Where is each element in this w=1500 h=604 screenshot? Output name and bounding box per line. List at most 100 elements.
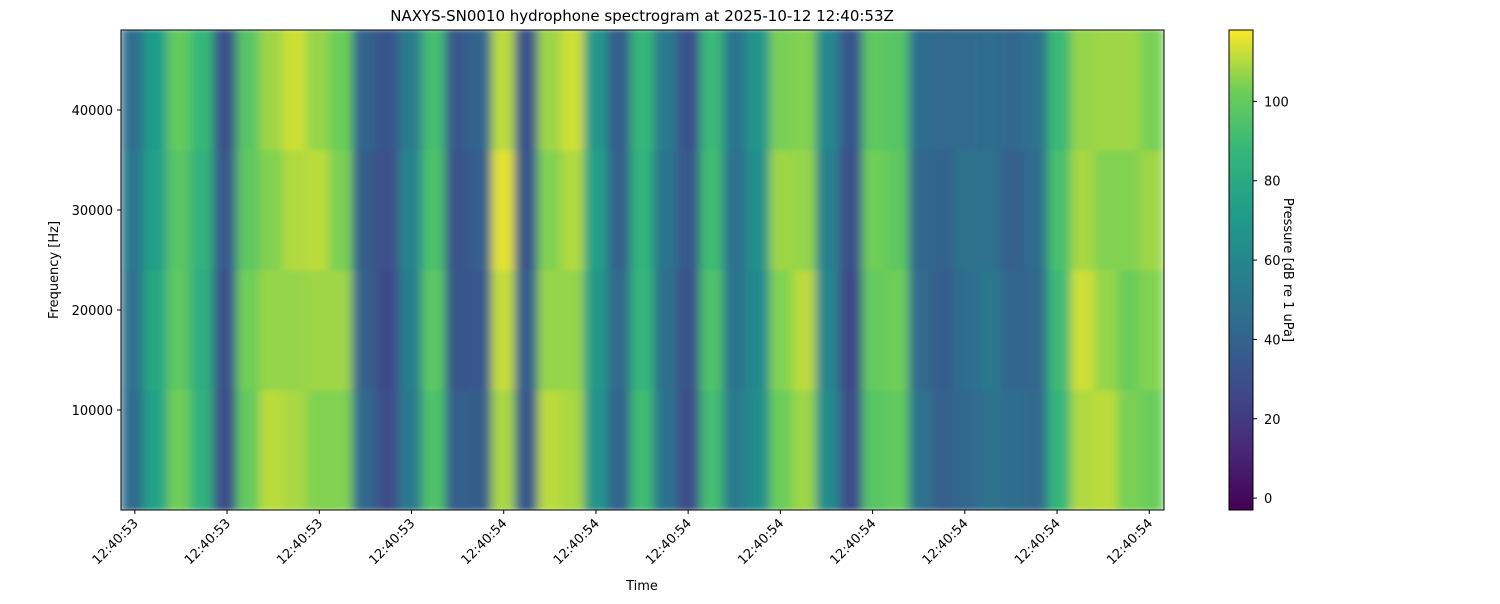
cell [282,149,307,271]
cell [1001,30,1026,151]
cell [1140,30,1164,151]
cell [931,389,956,510]
cell [723,149,748,271]
cell [444,30,470,151]
cell [908,389,933,510]
cell [537,149,562,271]
cell [792,269,817,391]
cell [584,149,609,271]
cell [699,269,725,391]
cell [444,389,470,510]
cell [375,389,400,510]
cell [862,269,887,391]
colorbar [1228,29,1254,511]
cell [699,30,725,151]
y-tick-label: 30000 [72,204,113,219]
cell [746,30,771,151]
cell [769,149,794,271]
colorbar-tick-label: 20 [1264,413,1281,428]
x-tick-label: 12:40:54 [643,516,695,568]
cell [537,389,562,510]
cell [653,149,678,271]
cell [815,389,841,510]
cell [1140,269,1164,391]
cell [1047,149,1072,271]
cell [584,389,609,510]
cell [653,30,678,151]
cell [537,30,562,151]
cell [190,389,215,510]
cell [885,389,910,510]
cell [699,149,725,271]
x-tick-label: 12:40:53 [366,516,418,568]
cell [1117,30,1142,151]
cell [1070,30,1095,151]
cell [398,30,423,151]
cell [1140,149,1164,271]
cell [398,269,423,391]
cell [514,389,539,510]
cell [282,269,307,391]
cell [537,269,562,391]
cell [143,269,168,391]
cell [954,30,980,151]
cell [121,389,145,510]
cell [213,269,238,391]
colorbar-label: Pressure [dB re 1 uPa] [1280,198,1295,342]
cell [305,30,331,151]
x-tick-label: 12:40:54 [1104,516,1156,568]
cell [630,30,655,151]
cell [305,389,331,510]
cell [1047,389,1072,510]
cell [259,30,284,151]
cell [931,269,956,391]
cell [839,269,864,391]
cell [1117,389,1142,510]
cell [166,269,192,391]
cell [213,389,238,510]
cell [1047,269,1072,391]
cell [491,149,516,271]
cell [143,30,168,151]
x-tick-label: 12:40:54 [551,516,603,568]
cell [514,30,539,151]
cell [560,269,586,391]
cell [1001,389,1026,510]
cell [236,389,261,510]
x-tick-label: 12:40:54 [1012,516,1064,568]
cell [607,269,632,391]
cell [746,269,771,391]
x-axis-label: Time [625,579,658,594]
chart-title: NAXYS-SN0010 hydrophone spectrogram at 2… [390,7,894,25]
cell [259,149,284,271]
cell [1140,389,1164,510]
cell [282,30,307,151]
cell [839,389,864,510]
cell [746,149,771,271]
cell [1070,389,1095,510]
cell [954,149,980,271]
cell [699,389,725,510]
cell [630,149,655,271]
x-tick-label: 12:40:54 [459,516,511,568]
cell [468,389,493,510]
cell [190,149,215,271]
cell [676,389,701,510]
cell [769,389,794,510]
x-tick-label: 12:40:53 [182,516,234,568]
cell [723,389,748,510]
cell [746,389,771,510]
cell [792,149,817,271]
cell [931,149,956,271]
cell [468,269,493,391]
cell [1070,149,1095,271]
cell [584,30,609,151]
cell [398,389,423,510]
cell [1024,269,1049,391]
cell [607,149,632,271]
cell [352,389,377,510]
cell [908,149,933,271]
cell [1093,389,1119,510]
cell [1093,269,1119,391]
cell [190,269,215,391]
